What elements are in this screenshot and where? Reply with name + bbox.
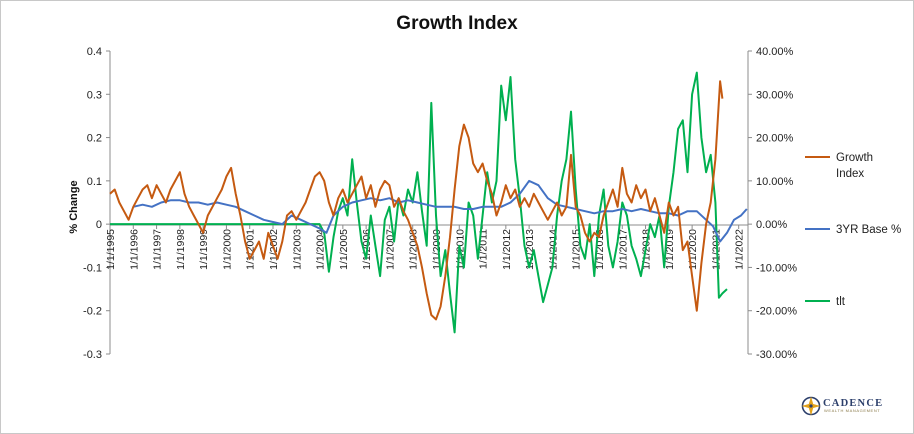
series-line-growth-index [109, 80, 724, 321]
right-tick-label: 10.00% [756, 176, 794, 188]
legend-label: 3YR Base % [836, 224, 901, 236]
right-tick-label: 20.00% [756, 133, 794, 145]
right-tick-label: -20.00% [756, 306, 797, 318]
left-tick-label: 0.4 [87, 46, 102, 58]
x-tick-label: 1/1/2017 [617, 229, 629, 270]
right-tick-label: 30.00% [756, 89, 794, 101]
right-axis-ticks: 40.00% 30.00% 20.00% 10.00% 0.00% -10.00% -20.… [756, 46, 797, 361]
left-tick-label: 0 [96, 219, 102, 231]
right-tick-label: 40.00% [756, 46, 794, 58]
x-tick-label: 1/1/2003 [291, 229, 303, 270]
x-tick-label: 1/1/2004 [315, 229, 327, 270]
x-tick-label: 1/1/2001 [245, 229, 257, 270]
y-axis-label: % Change [68, 180, 80, 233]
x-tick-label: 1/1/2005 [338, 229, 350, 270]
legend-label: Growth [836, 152, 873, 164]
x-tick-label: 1/1/1995 [105, 229, 117, 270]
x-tick-label: 1/1/2008 [408, 229, 420, 270]
legend-label: tlt [836, 296, 846, 308]
right-tick-label: -10.00% [756, 262, 797, 274]
chart-title: Growth Index [396, 13, 518, 34]
legend-label: Index [836, 168, 864, 180]
x-tick-label: 1/1/1996 [128, 229, 140, 270]
x-tick-label: 1/1/1999 [198, 229, 210, 270]
legend: Growth Index 3YR Base % tlt [805, 152, 901, 308]
logo-wordmark: CADENCE [823, 398, 883, 409]
series-line-tlt [110, 71, 728, 334]
x-tick-label: 1/1/2022 [734, 229, 746, 270]
left-tick-label: -0.1 [83, 262, 102, 274]
left-tick-label: -0.2 [83, 306, 102, 318]
x-tick-label: 1/1/1998 [175, 229, 187, 270]
right-tick-label: -30.00% [756, 349, 797, 361]
right-tick-label: 0.00% [756, 219, 787, 231]
x-tick-label: 1/1/2012 [501, 229, 513, 270]
logo-tagline: WEALTH MANAGEMENT [824, 408, 880, 413]
series-lines [109, 71, 748, 334]
left-tick-label: -0.3 [83, 349, 102, 361]
logo-compass-center-icon [809, 404, 813, 408]
left-tick-label: 0.2 [87, 133, 102, 145]
left-tick-label: 0.3 [87, 89, 102, 101]
left-tick-label: 0.1 [87, 176, 102, 188]
left-axis-ticks: 0.4 0.3 0.2 0.1 0 -0.1 -0.2 -0.3 [83, 46, 102, 361]
x-tick-label: 1/1/2000 [221, 229, 233, 270]
x-tick-label: 1/1/1997 [152, 229, 164, 270]
